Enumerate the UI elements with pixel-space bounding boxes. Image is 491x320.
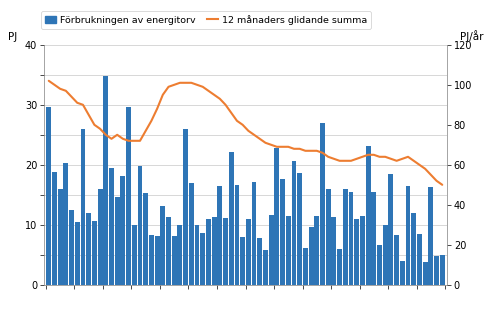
Bar xyxy=(155,236,160,285)
Bar xyxy=(257,238,262,285)
Bar xyxy=(366,146,371,285)
Bar xyxy=(417,234,422,285)
Bar xyxy=(406,186,410,285)
Bar xyxy=(115,197,120,285)
Bar xyxy=(218,186,222,285)
Bar xyxy=(434,256,439,285)
Bar xyxy=(149,235,154,285)
Bar xyxy=(126,107,131,285)
Bar xyxy=(269,215,273,285)
Bar xyxy=(69,210,74,285)
Bar xyxy=(314,216,319,285)
Bar xyxy=(194,225,199,285)
Bar xyxy=(371,192,376,285)
Bar xyxy=(326,189,330,285)
Bar xyxy=(81,129,85,285)
Bar xyxy=(388,174,393,285)
Bar xyxy=(309,227,314,285)
Bar xyxy=(320,123,325,285)
Bar xyxy=(166,217,171,285)
Bar xyxy=(360,216,365,285)
Bar xyxy=(246,219,251,285)
Bar xyxy=(349,192,354,285)
Bar xyxy=(86,213,91,285)
Text: PJ/år: PJ/år xyxy=(460,30,483,42)
Bar xyxy=(189,183,194,285)
Bar xyxy=(161,206,165,285)
Bar xyxy=(343,189,348,285)
Bar xyxy=(75,222,80,285)
Bar xyxy=(235,185,240,285)
Bar xyxy=(132,225,136,285)
Bar xyxy=(292,161,297,285)
Bar xyxy=(297,172,302,285)
Legend: Förbrukningen av energitorv, 12 månaders glidande summa: Förbrukningen av energitorv, 12 månaders… xyxy=(41,11,371,28)
Bar xyxy=(223,218,228,285)
Bar xyxy=(109,168,114,285)
Bar xyxy=(92,220,97,285)
Text: PJ: PJ xyxy=(8,32,17,42)
Bar xyxy=(206,220,211,285)
Bar xyxy=(429,187,433,285)
Bar xyxy=(177,225,182,285)
Bar xyxy=(229,152,234,285)
Bar xyxy=(377,245,382,285)
Bar xyxy=(263,250,268,285)
Bar xyxy=(120,176,125,285)
Bar xyxy=(52,172,57,285)
Bar xyxy=(143,193,148,285)
Bar xyxy=(331,217,336,285)
Bar xyxy=(200,233,205,285)
Bar xyxy=(280,179,285,285)
Bar xyxy=(303,248,308,285)
Bar xyxy=(212,217,217,285)
Bar xyxy=(98,189,103,285)
Bar xyxy=(104,76,108,285)
Bar xyxy=(46,107,51,285)
Bar xyxy=(183,129,188,285)
Bar xyxy=(355,220,359,285)
Bar xyxy=(423,262,428,285)
Bar xyxy=(411,213,416,285)
Bar xyxy=(58,189,62,285)
Bar xyxy=(286,216,291,285)
Bar xyxy=(383,225,387,285)
Bar xyxy=(240,237,245,285)
Bar xyxy=(337,249,342,285)
Bar xyxy=(400,261,405,285)
Bar xyxy=(63,163,68,285)
Bar xyxy=(172,236,177,285)
Bar xyxy=(440,255,445,285)
Bar xyxy=(137,166,142,285)
Bar xyxy=(394,235,399,285)
Bar xyxy=(251,182,256,285)
Bar xyxy=(274,148,279,285)
